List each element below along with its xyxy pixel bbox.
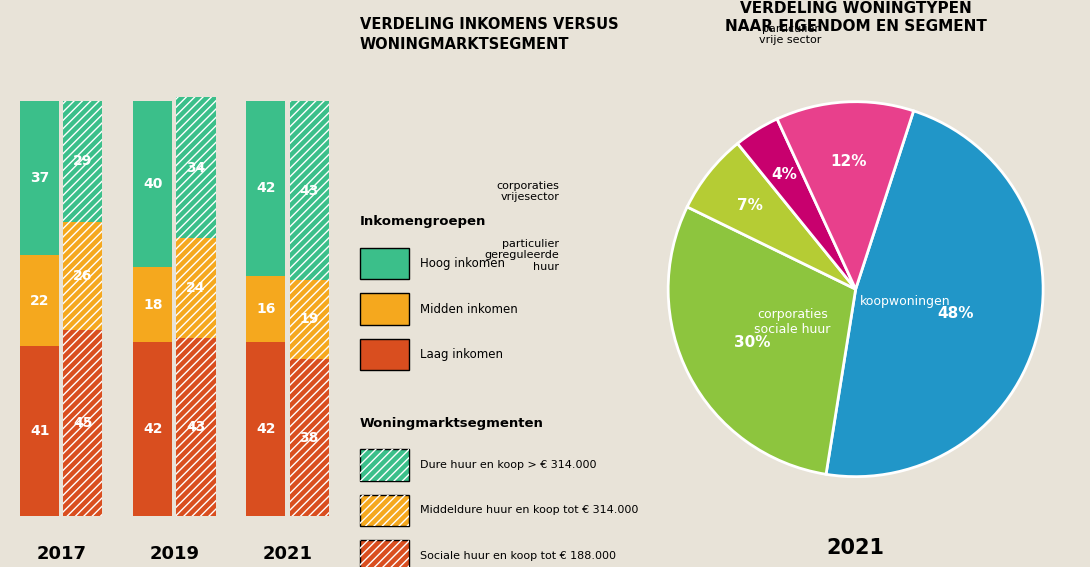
Text: 48%: 48%	[937, 306, 974, 321]
Text: 43: 43	[300, 184, 318, 197]
Text: 38: 38	[300, 430, 318, 445]
Bar	[63, 101, 102, 222]
Text: corporaties
vrijesector: corporaties vrijesector	[497, 181, 559, 202]
Bar	[177, 97, 216, 238]
FancyBboxPatch shape	[360, 248, 409, 279]
Bar	[133, 267, 172, 342]
Text: particulier
gereguleerde
huur: particulier gereguleerde huur	[485, 239, 559, 272]
Bar	[20, 101, 59, 255]
Text: 19: 19	[300, 312, 318, 326]
Text: 18: 18	[143, 298, 162, 312]
Text: 2019: 2019	[149, 545, 199, 564]
Text: VERDELING INKOMENS VERSUS
WONINGMARKTSEGMENT: VERDELING INKOMENS VERSUS WONINGMARKTSEG…	[360, 17, 618, 52]
Bar	[177, 238, 216, 338]
FancyBboxPatch shape	[360, 540, 409, 567]
Text: koopwoningen: koopwoningen	[860, 294, 950, 307]
Wedge shape	[826, 111, 1043, 477]
Text: 4%: 4%	[772, 167, 797, 182]
Text: 37: 37	[31, 171, 49, 185]
Text: Inkomengroepen: Inkomengroepen	[360, 215, 486, 229]
Text: 16: 16	[256, 302, 276, 316]
Text: 34: 34	[186, 160, 206, 175]
Bar	[63, 222, 102, 329]
Text: 2021: 2021	[826, 538, 885, 558]
Bar	[177, 97, 216, 238]
Wedge shape	[777, 101, 913, 289]
Text: Woningmarktsegmenten: Woningmarktsegmenten	[360, 417, 544, 430]
Text: 2017: 2017	[36, 545, 86, 564]
Text: Middeldure huur en koop tot € 314.000: Middeldure huur en koop tot € 314.000	[420, 505, 638, 515]
Wedge shape	[738, 119, 856, 289]
Bar	[290, 280, 329, 359]
FancyBboxPatch shape	[360, 449, 409, 481]
Bar	[246, 101, 286, 276]
Text: Dure huur en koop > € 314.000: Dure huur en koop > € 314.000	[420, 460, 596, 470]
Text: 2021: 2021	[263, 545, 313, 564]
Text: Midden inkomen: Midden inkomen	[420, 303, 518, 315]
Bar	[177, 338, 216, 517]
Bar	[290, 359, 329, 517]
Text: 24: 24	[186, 281, 206, 295]
Bar	[290, 101, 329, 280]
Text: Sociale huur en koop tot € 188.000: Sociale huur en koop tot € 188.000	[420, 551, 616, 561]
Text: 40: 40	[143, 177, 162, 191]
Bar	[290, 101, 329, 280]
Bar	[63, 329, 102, 517]
Text: 26: 26	[73, 269, 93, 282]
Text: 42: 42	[143, 422, 162, 436]
Text: Laag inkomen: Laag inkomen	[420, 348, 502, 361]
Text: 12%: 12%	[829, 154, 867, 170]
Text: 22: 22	[29, 294, 49, 307]
Bar	[133, 101, 172, 267]
Text: 42: 42	[256, 422, 276, 436]
Text: 42: 42	[256, 181, 276, 196]
Text: 41: 41	[29, 424, 49, 438]
Bar	[246, 276, 286, 342]
Text: 43: 43	[186, 420, 206, 434]
Bar	[63, 222, 102, 329]
Bar	[177, 338, 216, 517]
Title: VERDELING WONINGTYPEN
NAAR EIGENDOM EN SEGMENT: VERDELING WONINGTYPEN NAAR EIGENDOM EN S…	[725, 1, 986, 33]
Bar	[133, 342, 172, 517]
Bar	[20, 346, 59, 517]
Text: corporaties
sociale huur: corporaties sociale huur	[754, 308, 831, 336]
Bar	[290, 359, 329, 517]
Bar	[177, 238, 216, 338]
Text: 29: 29	[73, 154, 93, 168]
Text: Hoog inkomen: Hoog inkomen	[420, 257, 505, 270]
Bar	[290, 280, 329, 359]
FancyBboxPatch shape	[360, 294, 409, 324]
Text: particulier
vrije sector: particulier vrije sector	[759, 24, 821, 45]
Text: 30%: 30%	[735, 335, 771, 350]
Text: 45: 45	[73, 416, 93, 430]
Bar	[63, 101, 102, 222]
Text: 7%: 7%	[737, 198, 763, 213]
Bar	[63, 329, 102, 517]
Bar	[20, 255, 59, 346]
Bar	[246, 342, 286, 517]
FancyBboxPatch shape	[360, 494, 409, 526]
Wedge shape	[687, 143, 856, 289]
FancyBboxPatch shape	[360, 339, 409, 370]
Wedge shape	[668, 207, 856, 475]
